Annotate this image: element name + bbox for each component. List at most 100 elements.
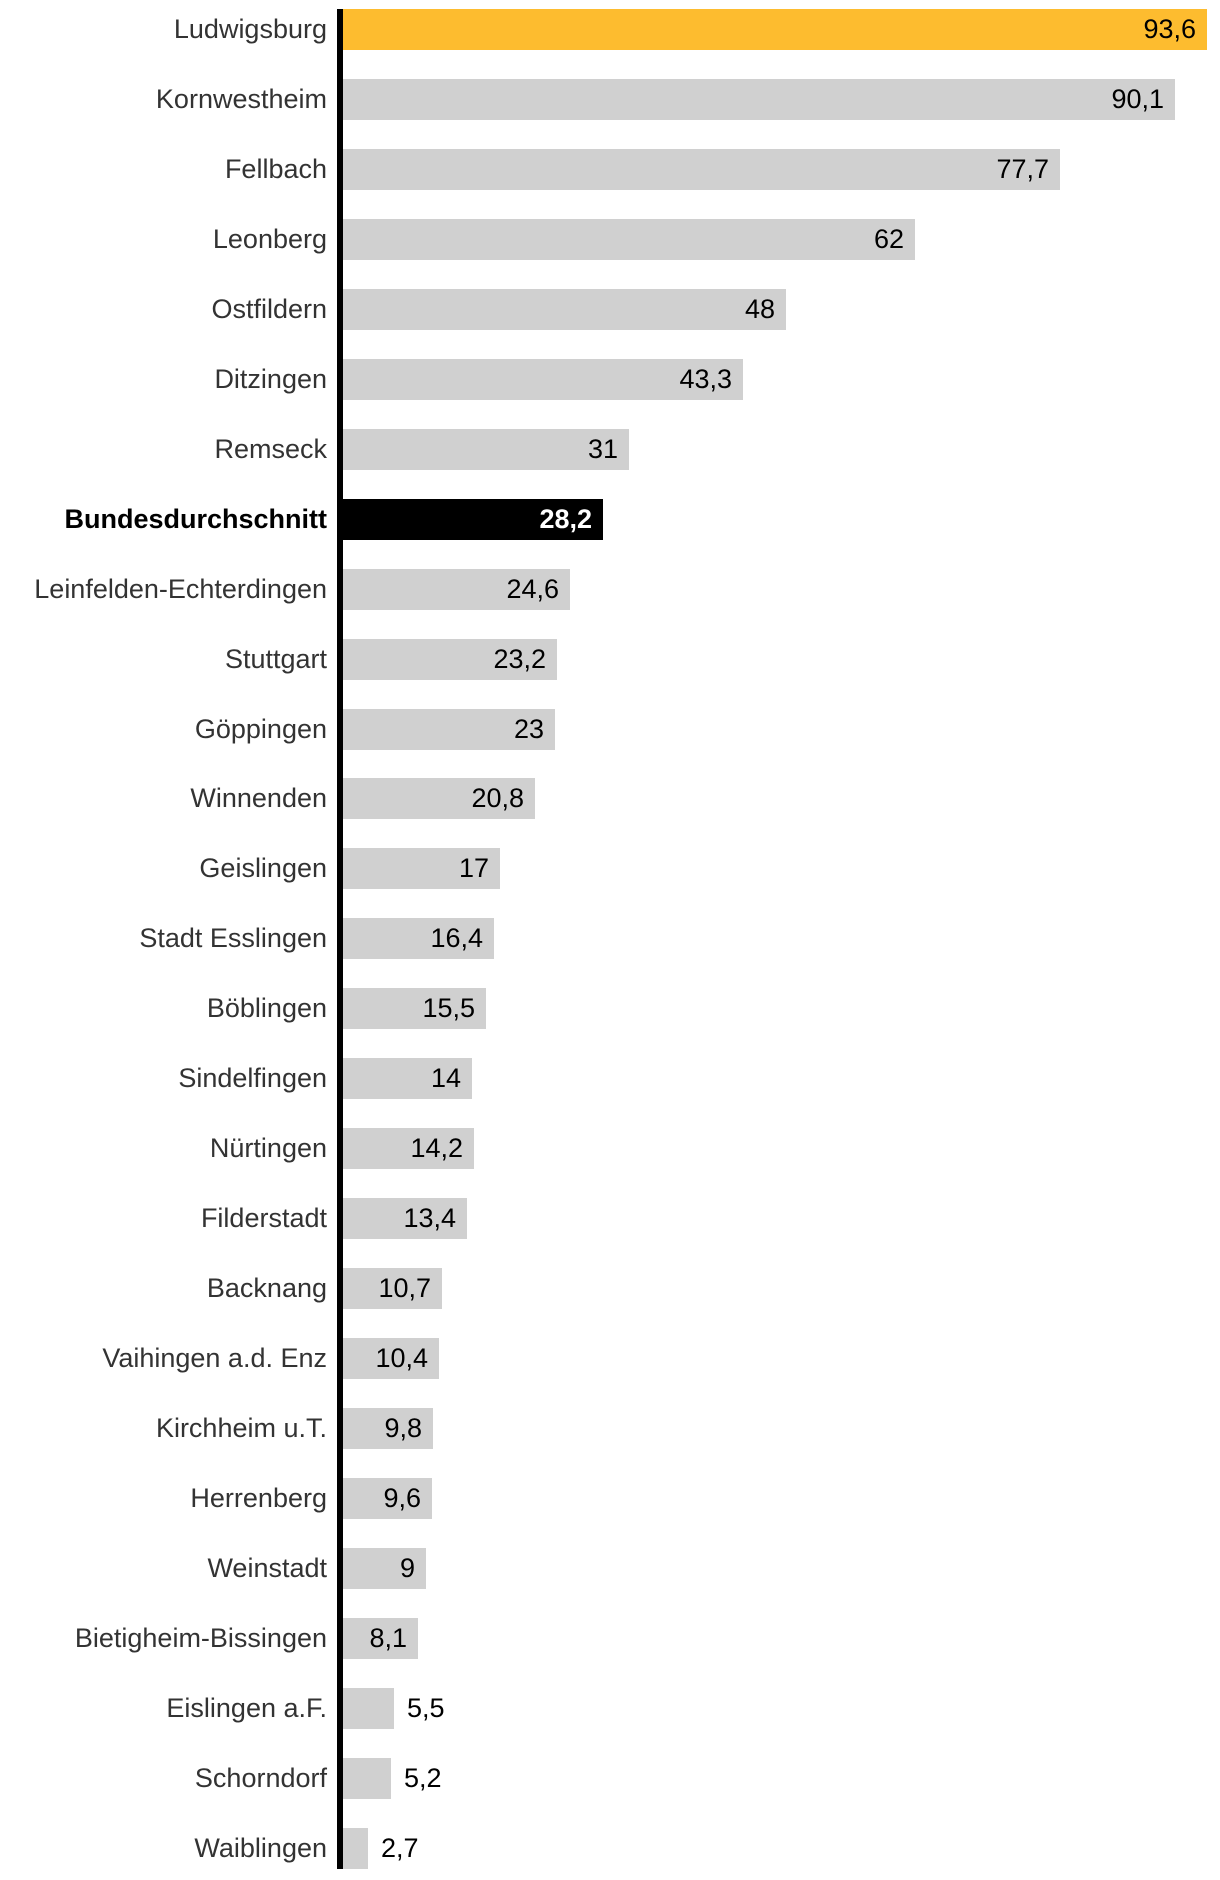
bar bbox=[343, 358, 743, 400]
bar bbox=[343, 498, 603, 540]
chart-row: Waiblingen 2,7 bbox=[0, 1827, 1220, 1869]
chart-row: Filderstadt 13,4 bbox=[0, 1198, 1220, 1240]
chart-row: Kornwestheim 90,1 bbox=[0, 78, 1220, 120]
bar bbox=[343, 1058, 472, 1100]
bar bbox=[343, 988, 486, 1030]
bar bbox=[343, 1338, 439, 1380]
value-label: 31 bbox=[587, 433, 618, 464]
value-label: 9 bbox=[399, 1552, 415, 1583]
chart-row: Ludwigsburg 93,6 bbox=[0, 9, 1220, 50]
y-axis-line bbox=[337, 9, 343, 1869]
category-label: Schorndorf bbox=[194, 1762, 327, 1793]
bar bbox=[343, 1547, 426, 1589]
value-label: 23,2 bbox=[493, 643, 546, 674]
value-label: 9,6 bbox=[383, 1482, 421, 1513]
value-label: 28,2 bbox=[539, 503, 592, 534]
chart-row: Fellbach 77,7 bbox=[0, 148, 1220, 190]
bar bbox=[343, 848, 500, 890]
category-label: Sindelfingen bbox=[178, 1063, 327, 1094]
value-label: 48 bbox=[744, 293, 775, 324]
category-label: Bundesdurchschnitt bbox=[64, 503, 327, 534]
bar bbox=[343, 428, 629, 470]
bar bbox=[343, 918, 494, 960]
chart-row: Winnenden 20,8 bbox=[0, 778, 1220, 820]
category-label: Eislingen a.F. bbox=[166, 1692, 327, 1723]
bar bbox=[343, 1687, 394, 1729]
bar bbox=[343, 638, 557, 680]
value-label: 23 bbox=[513, 713, 544, 744]
bar bbox=[343, 148, 1060, 190]
value-label: 16,4 bbox=[430, 923, 483, 954]
bar bbox=[343, 1268, 442, 1310]
chart-row: Bundesdurchschnitt 28,2 bbox=[0, 498, 1220, 540]
chart-row: Nürtingen 14,2 bbox=[0, 1128, 1220, 1170]
chart-row: Stadt Esslingen 16,4 bbox=[0, 918, 1220, 960]
chart-row: Herrenberg 9,6 bbox=[0, 1477, 1220, 1519]
value-label: 77,7 bbox=[996, 153, 1049, 184]
chart-row: Sindelfingen 14 bbox=[0, 1058, 1220, 1100]
chart-row: Leinfelden-Echterdingen 24,6 bbox=[0, 568, 1220, 610]
chart-row: Bietigheim-Bissingen 8,1 bbox=[0, 1617, 1220, 1659]
value-label: 17 bbox=[458, 853, 489, 884]
category-label: Ditzingen bbox=[214, 363, 327, 394]
value-label: 15,5 bbox=[422, 993, 475, 1024]
category-label: Weinstadt bbox=[207, 1552, 327, 1583]
bar bbox=[343, 568, 570, 610]
value-label: 14 bbox=[430, 1063, 461, 1094]
value-label: 62 bbox=[873, 223, 904, 254]
category-label: Stuttgart bbox=[224, 643, 327, 674]
value-label: 10,4 bbox=[375, 1343, 428, 1374]
category-label: Herrenberg bbox=[190, 1482, 327, 1513]
category-label: Kornwestheim bbox=[155, 83, 327, 114]
value-label: 13,4 bbox=[403, 1203, 456, 1234]
category-label: Winnenden bbox=[190, 783, 327, 814]
bar bbox=[343, 9, 1207, 50]
category-label: Leonberg bbox=[212, 223, 327, 254]
bar bbox=[343, 1128, 474, 1170]
chart-row: Remseck 31 bbox=[0, 428, 1220, 470]
chart-row: Ditzingen 43,3 bbox=[0, 358, 1220, 400]
category-label: Vaihingen a.d. Enz bbox=[102, 1343, 327, 1374]
category-label: Bietigheim-Bissingen bbox=[74, 1622, 327, 1653]
category-label: Waiblingen bbox=[194, 1832, 327, 1863]
category-label: Ludwigsburg bbox=[173, 14, 327, 44]
bar bbox=[343, 1827, 368, 1869]
chart-row: Kirchheim u.T. 9,8 bbox=[0, 1408, 1220, 1449]
value-label: 43,3 bbox=[679, 363, 732, 394]
bar bbox=[343, 1408, 433, 1449]
bar bbox=[343, 78, 1175, 120]
chart-row: Backnang 10,7 bbox=[0, 1268, 1220, 1310]
chart-row: Göppingen 23 bbox=[0, 708, 1220, 750]
category-label: Filderstadt bbox=[200, 1203, 327, 1234]
category-label: Kirchheim u.T. bbox=[155, 1413, 327, 1443]
category-label: Remseck bbox=[214, 433, 327, 464]
bar bbox=[343, 1477, 432, 1519]
chart-row: Stuttgart 23,2 bbox=[0, 638, 1220, 680]
chart-row: Ostfildern 48 bbox=[0, 288, 1220, 330]
bar bbox=[343, 1198, 467, 1240]
category-label: Göppingen bbox=[194, 713, 327, 744]
chart-row: Leonberg 62 bbox=[0, 218, 1220, 260]
value-label: 20,8 bbox=[471, 783, 524, 814]
value-label: 93,6 bbox=[1143, 14, 1196, 44]
chart-row: Geislingen 17 bbox=[0, 848, 1220, 890]
value-label: 14,2 bbox=[410, 1133, 463, 1164]
value-label: 2,7 bbox=[381, 1832, 419, 1863]
category-label: Stadt Esslingen bbox=[139, 923, 327, 954]
category-label: Geislingen bbox=[199, 853, 327, 884]
value-label: 5,2 bbox=[404, 1762, 442, 1793]
chart-row: Eislingen a.F. 5,5 bbox=[0, 1687, 1220, 1729]
chart-row: Weinstadt 9 bbox=[0, 1547, 1220, 1589]
bar bbox=[343, 778, 535, 820]
value-label: 90,1 bbox=[1111, 83, 1164, 114]
value-label: 5,5 bbox=[407, 1692, 445, 1723]
chart-row: Schorndorf 5,2 bbox=[0, 1757, 1220, 1799]
bar bbox=[343, 1617, 418, 1659]
value-label: 10,7 bbox=[378, 1273, 431, 1304]
bar bbox=[343, 708, 555, 750]
bar bbox=[343, 218, 915, 260]
category-label: Nürtingen bbox=[209, 1133, 327, 1164]
bar bbox=[343, 1757, 391, 1799]
category-label: Backnang bbox=[206, 1273, 327, 1304]
